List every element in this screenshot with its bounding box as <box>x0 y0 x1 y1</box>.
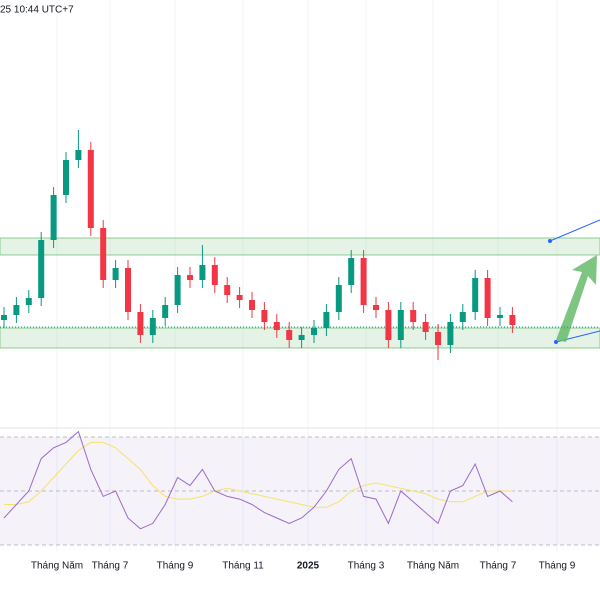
x-tick-label: Tháng 9 <box>539 561 576 572</box>
candle-body <box>348 258 355 285</box>
candle-body <box>38 240 45 298</box>
candle-body <box>162 305 169 318</box>
candle-body <box>199 265 206 280</box>
candle-body <box>75 150 82 160</box>
candle-body <box>1 315 7 320</box>
candle-body <box>63 160 69 195</box>
candle-body <box>447 322 454 345</box>
candle-body <box>298 335 305 340</box>
candle-body <box>286 330 293 340</box>
candle-body <box>261 310 268 322</box>
candle-body <box>472 278 479 312</box>
x-tick-label: Tháng 7 <box>92 561 129 572</box>
candle-body <box>187 275 193 280</box>
arrow <box>556 255 597 342</box>
candle-body <box>273 322 280 330</box>
candle-body <box>459 312 466 322</box>
x-tick-label: Tháng 11 <box>222 561 264 572</box>
candle-body <box>149 318 156 335</box>
candle-body <box>385 310 392 340</box>
candle-body <box>397 310 404 340</box>
candle-body <box>249 300 255 310</box>
x-tick-label: Tháng 7 <box>480 561 517 572</box>
candle-body <box>211 265 218 285</box>
candle-body <box>335 285 342 312</box>
candle-body <box>323 312 330 328</box>
candle-body <box>410 310 417 322</box>
candle-body <box>87 150 94 228</box>
header-time: 25 10:44 UTC+7 <box>0 5 74 16</box>
rsi-ma-line <box>4 441 513 508</box>
candle-body <box>509 315 516 325</box>
candle-body <box>236 295 243 300</box>
candle-body <box>373 305 379 310</box>
x-tick-label: Tháng Năm <box>407 561 459 572</box>
x-tick-label: Tháng 3 <box>348 561 385 572</box>
candle-body <box>50 195 57 240</box>
candle-body <box>112 268 119 280</box>
candle-body <box>125 268 131 312</box>
rsi-line <box>3 430 513 530</box>
trend-line <box>549 219 600 242</box>
zone <box>0 237 600 256</box>
candle-body <box>100 228 107 280</box>
candle-body <box>13 305 20 315</box>
candle-body <box>360 258 367 305</box>
candle-body <box>174 275 181 305</box>
trend-point <box>554 340 558 344</box>
candle-body <box>435 332 441 345</box>
x-tick-label: Tháng 9 <box>157 561 194 572</box>
x-tick-label: 2025 <box>297 561 320 572</box>
candle-body <box>497 315 503 318</box>
candle-body <box>422 322 429 332</box>
trend-point <box>548 239 552 243</box>
candle-body <box>137 312 144 335</box>
x-tick-label: Tháng Năm <box>31 561 83 572</box>
candle-body <box>224 285 231 295</box>
candle-body <box>311 328 317 335</box>
candle-body <box>484 278 491 318</box>
candle-body <box>25 298 32 305</box>
